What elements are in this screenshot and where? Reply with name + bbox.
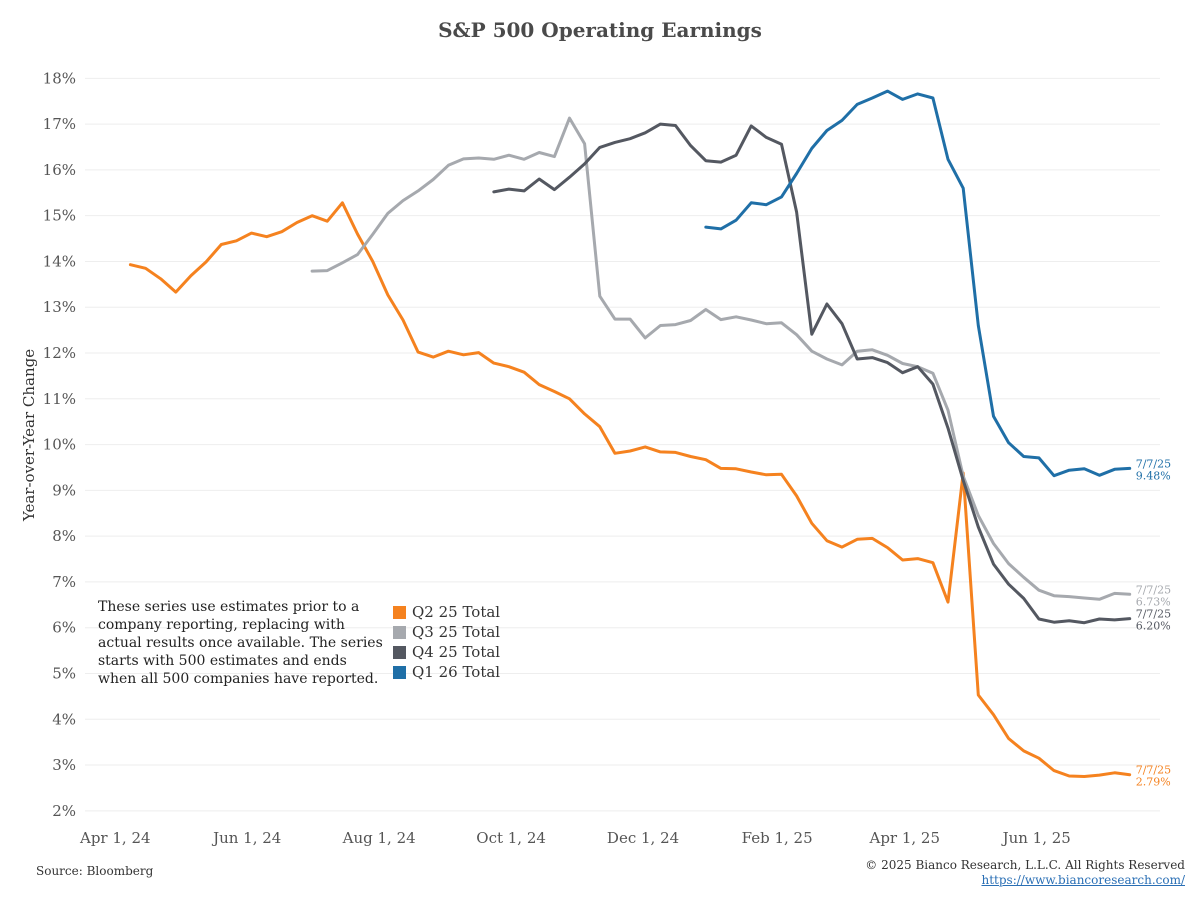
x-tick-label: Feb 1, 25 xyxy=(742,829,813,847)
legend-swatch xyxy=(393,605,406,619)
chart-title: S&P 500 Operating Earnings xyxy=(438,18,762,42)
legend-label: Q1 26 Total xyxy=(412,663,501,681)
x-tick-label: Apr 1, 25 xyxy=(868,829,940,847)
y-tick-label: 12% xyxy=(43,344,76,362)
x-tick-label: Dec 1, 24 xyxy=(607,829,679,847)
y-tick-label: 13% xyxy=(43,298,76,316)
end-labels: 7/7/252.79%7/7/256.73%7/7/256.20%7/7/259… xyxy=(1136,457,1171,788)
end-date-label: 7/7/25 xyxy=(1136,583,1171,596)
series-line-q1-26-total xyxy=(704,89,1132,478)
end-date-label: 7/7/25 xyxy=(1136,764,1171,777)
x-tick-label: Jun 1, 25 xyxy=(1001,829,1071,847)
legend-swatch xyxy=(393,645,406,659)
end-date-label: 7/7/25 xyxy=(1136,608,1171,621)
copyright-block: © 2025 Bianco Research, L.L.C. All Right… xyxy=(865,858,1185,888)
y-tick-label: 11% xyxy=(43,390,76,408)
y-tick-label: 2% xyxy=(52,802,76,820)
legend-item-q1-26: Q1 26 Total xyxy=(393,662,500,682)
y-tick-label: 6% xyxy=(52,619,76,637)
y-tick-label: 17% xyxy=(43,115,76,133)
source-text: Source: Bloomberg xyxy=(36,864,154,878)
legend: Q2 25 Total Q3 25 Total Q4 25 Total Q1 2… xyxy=(393,602,500,682)
series-line-q2-25-total xyxy=(128,201,1132,778)
x-tick-label: Apr 1, 24 xyxy=(79,829,151,847)
y-axis-label: Year-over-Year Change xyxy=(20,349,38,522)
y-tick-label: 18% xyxy=(43,69,76,87)
website-link[interactable]: https://www.biancoresearch.com/ xyxy=(981,873,1185,887)
end-value-label: 6.73% xyxy=(1136,595,1171,608)
y-tick-label: 14% xyxy=(43,252,76,270)
legend-label: Q3 25 Total xyxy=(412,623,501,641)
series-lines xyxy=(128,89,1132,778)
legend-swatch xyxy=(393,665,406,679)
x-tick-label: Oct 1, 24 xyxy=(476,829,546,847)
y-tick-label: 8% xyxy=(52,527,76,545)
legend-label: Q4 25 Total xyxy=(412,643,501,661)
legend-item-q4-25: Q4 25 Total xyxy=(393,642,500,662)
x-tick-label: Aug 1, 24 xyxy=(342,829,416,847)
chart-note: These series use estimates prior to a co… xyxy=(98,599,383,687)
legend-item-q3-25: Q3 25 Total xyxy=(393,622,500,642)
end-value-label: 2.79% xyxy=(1136,776,1171,789)
y-tick-label: 7% xyxy=(52,573,76,591)
y-tick-label: 3% xyxy=(52,756,76,774)
grid xyxy=(85,77,1160,812)
y-axis: 2% 3% 4% 5% 6% 7% 8% 9% 10% 11% 12% 13% 14% 15% 16% 17%… xyxy=(43,69,76,820)
y-tick-label: 16% xyxy=(43,161,76,179)
y-tick-label: 15% xyxy=(43,207,76,225)
series-line-q4-25-total xyxy=(492,122,1132,625)
x-axis: Apr 1, 24 Jun 1, 24 Aug 1, 24 Oct 1, 24 Dec … xyxy=(79,829,1071,847)
end-value-label: 9.48% xyxy=(1136,469,1171,482)
y-tick-label: 9% xyxy=(52,481,76,499)
y-tick-label: 5% xyxy=(52,664,76,682)
legend-swatch xyxy=(393,625,406,639)
legend-item-q2-25: Q2 25 Total xyxy=(393,602,500,622)
y-tick-label: 4% xyxy=(52,710,76,728)
y-tick-label: 10% xyxy=(43,436,76,454)
legend-label: Q2 25 Total xyxy=(412,603,501,621)
end-date-label: 7/7/25 xyxy=(1136,457,1171,470)
end-value-label: 6.20% xyxy=(1136,620,1171,633)
x-tick-label: Jun 1, 24 xyxy=(211,829,281,847)
copyright-text: © 2025 Bianco Research, L.L.C. All Right… xyxy=(865,858,1185,872)
series-line-q3-25-total xyxy=(310,116,1132,601)
